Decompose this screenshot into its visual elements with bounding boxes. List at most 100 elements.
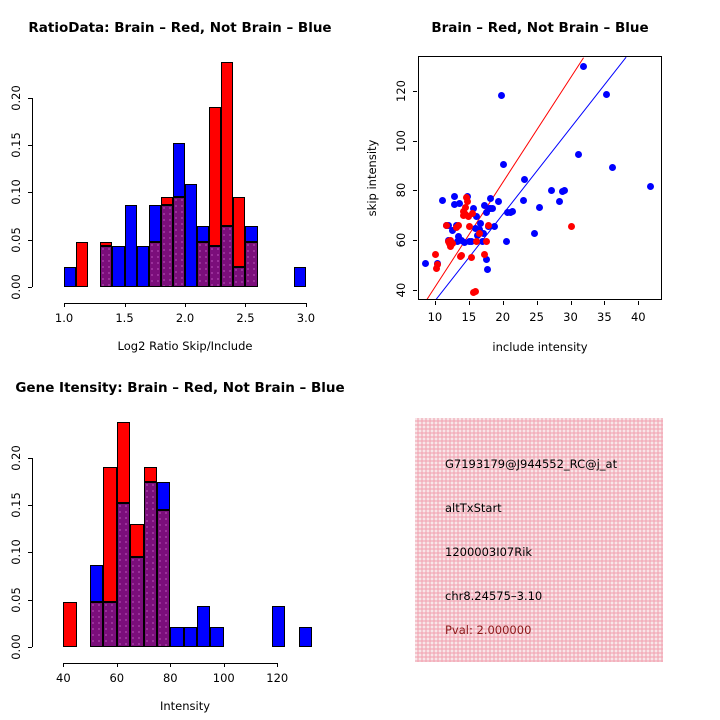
x-axis-tick-label: 20 bbox=[495, 310, 511, 324]
scatter-point-brain bbox=[458, 252, 466, 260]
scatter-point-not-brain bbox=[471, 225, 479, 233]
x-axis-tick bbox=[185, 303, 186, 307]
scatter-point-not-brain bbox=[482, 209, 490, 217]
x-axis-tick-label: 1.5 bbox=[115, 311, 134, 325]
histogram-bar bbox=[233, 266, 246, 287]
y-axis-tick-label: 0.20 bbox=[9, 85, 23, 111]
scatter-point-brain bbox=[473, 237, 481, 245]
histogram-bar bbox=[293, 266, 306, 287]
scatter-point-brain bbox=[443, 222, 451, 230]
scatter-point-not-brain bbox=[574, 150, 582, 158]
scatter-point-not-brain bbox=[479, 229, 487, 237]
x-axis-tick-label: 100 bbox=[212, 671, 235, 685]
x-axis-line bbox=[64, 303, 306, 304]
y-axis-tick-label: 60 bbox=[394, 232, 408, 248]
y-axis-tick-label: 0.10 bbox=[9, 179, 23, 206]
scatter-point-not-brain bbox=[475, 225, 483, 233]
scatter-point-not-brain bbox=[486, 195, 494, 203]
y-axis-tick-label: 0.00 bbox=[9, 634, 23, 660]
y-axis-tick-label: 0.05 bbox=[9, 226, 23, 253]
y-axis-tick-label: 0.10 bbox=[9, 539, 23, 566]
histogram-bar bbox=[197, 241, 210, 287]
histogram-bar bbox=[136, 245, 149, 287]
x-axis-tick bbox=[434, 301, 436, 305]
histogram-bar bbox=[130, 523, 144, 557]
histogram-bar bbox=[245, 225, 258, 242]
histogram-bar bbox=[245, 241, 258, 287]
x-axis-tick bbox=[570, 301, 572, 305]
scatter-point-brain bbox=[481, 251, 489, 259]
y-axis-tick bbox=[413, 90, 417, 92]
plot-frame bbox=[418, 56, 662, 300]
histogram-bar bbox=[116, 421, 131, 503]
pval-text: Pval: 2.000000 bbox=[445, 623, 532, 637]
scatter-point-not-brain bbox=[509, 207, 517, 215]
y-axis-tick bbox=[413, 190, 417, 192]
x-axis-tick bbox=[116, 663, 118, 667]
histogram-bar bbox=[76, 241, 89, 287]
scatter-point-brain bbox=[463, 197, 471, 205]
x-axis-tick-label: 40 bbox=[56, 671, 71, 685]
histogram-bar bbox=[160, 196, 173, 206]
y-axis-tick bbox=[28, 97, 32, 99]
gene-intensity-histogram-panel: Gene Itensity: Brain – Red, Not Brain – … bbox=[0, 360, 360, 720]
x-axis-tick-label: 10 bbox=[427, 310, 443, 324]
histogram-bar bbox=[100, 245, 113, 287]
y-axis-tick-label: 120 bbox=[394, 79, 408, 102]
y-axis-tick bbox=[28, 457, 32, 459]
scatter-point-not-brain bbox=[473, 212, 481, 220]
histogram-bar bbox=[172, 142, 185, 197]
x-axis-title: Log2 Ratio Skip/Include bbox=[117, 339, 253, 353]
scatter-point-not-brain bbox=[467, 237, 475, 245]
y-axis-tick bbox=[28, 239, 32, 241]
histogram-bar bbox=[210, 626, 224, 647]
histogram-bar bbox=[116, 502, 131, 647]
scatter-point-not-brain bbox=[477, 220, 485, 228]
x-axis-tick-label: 60 bbox=[109, 671, 125, 685]
x-axis-tick bbox=[124, 303, 126, 307]
scatter-point-not-brain bbox=[536, 204, 544, 212]
scatter-point-not-brain bbox=[646, 182, 654, 190]
histogram-bar bbox=[103, 601, 117, 647]
histogram-bar bbox=[64, 266, 77, 287]
histogram-bar bbox=[197, 605, 211, 647]
scatter-point-not-brain bbox=[481, 201, 489, 209]
histogram-bar bbox=[160, 205, 173, 287]
scatter-point-not-brain bbox=[497, 92, 505, 100]
histogram-bar bbox=[156, 482, 171, 510]
y-axis-tick bbox=[28, 145, 32, 147]
scatter-point-not-brain bbox=[483, 256, 491, 264]
regression-line bbox=[425, 57, 584, 299]
scatter-point-not-brain bbox=[456, 199, 464, 207]
y-axis-tick-label: 80 bbox=[394, 183, 408, 198]
histogram-bar bbox=[221, 225, 234, 287]
x-axis-tick-label: 3.0 bbox=[296, 311, 316, 325]
scatter-point-not-brain bbox=[450, 200, 458, 208]
scatter-point-not-brain bbox=[494, 197, 502, 205]
x-axis-tick-label: 35 bbox=[597, 310, 612, 324]
histogram-bar bbox=[271, 605, 286, 647]
x-axis-title: include intensity bbox=[492, 340, 588, 354]
scatter-point-not-brain bbox=[519, 197, 527, 205]
scatter-point-brain bbox=[471, 288, 479, 296]
histogram-bar bbox=[183, 626, 198, 647]
histogram-bar bbox=[298, 626, 312, 647]
scatter-point-not-brain bbox=[603, 90, 611, 98]
y-axis-tick-label: 0.00 bbox=[9, 274, 23, 300]
scatter-point-brain bbox=[448, 240, 456, 248]
y-axis-tick-label: 0.05 bbox=[9, 586, 23, 613]
scatter-point-brain bbox=[467, 253, 475, 261]
y-axis-tick bbox=[28, 192, 32, 194]
histogram-bar bbox=[148, 241, 161, 287]
intensity-scatter-panel: Brain – Red, Not Brain – Blue 40 60 80 100 1… bbox=[360, 0, 720, 360]
x-axis-tick bbox=[638, 301, 640, 305]
x-axis-tick bbox=[468, 301, 470, 305]
y-axis-line bbox=[32, 457, 33, 647]
y-axis-title: skip intensity bbox=[365, 139, 379, 217]
histogram-bar bbox=[221, 61, 234, 226]
x-axis-tick bbox=[604, 301, 606, 305]
gene-intensity-histogram-title: Gene Itensity: Brain – Red, Not Brain – … bbox=[15, 380, 345, 396]
y-axis-tick bbox=[28, 552, 32, 554]
histogram-bar bbox=[112, 245, 125, 287]
y-axis-tick-label: 40 bbox=[394, 282, 408, 298]
